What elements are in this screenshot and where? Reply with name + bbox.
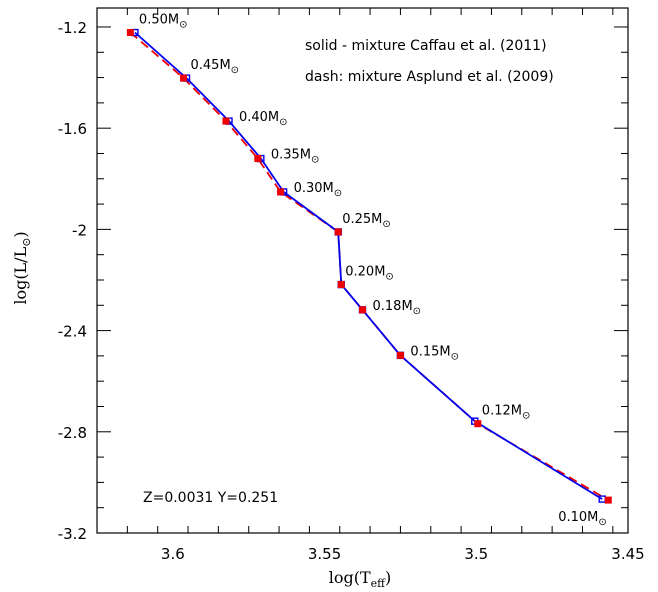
y-tick-label: -1.6 [58, 120, 87, 138]
mass-label-sun-symbol: ⊙ [522, 411, 530, 422]
mass-label: 0.12M⊙ [482, 404, 531, 422]
mass-label-value: 0.20M [345, 265, 385, 280]
y-tick-label: -2.8 [58, 424, 87, 442]
mass-label-sun-symbol: ⊙ [385, 272, 393, 283]
y-tick-label: -2.4 [58, 323, 87, 341]
mass-label-sun-symbol: ⊙ [311, 155, 319, 166]
series-layer [126, 28, 612, 504]
mass-label-value: 0.12M [482, 404, 522, 419]
mass-label-value: 0.45M [191, 58, 231, 73]
plot-frame [96, 7, 629, 534]
mass-label: 0.20M⊙ [345, 265, 394, 283]
x-tick-label: 3.6 [161, 545, 185, 563]
dashed-series-point [126, 29, 134, 37]
dashed-series-point [334, 228, 342, 236]
mass-label: 0.35M⊙ [271, 148, 320, 166]
mass-label-sun-symbol: ⊙ [451, 351, 459, 362]
mass-label-value: 0.40M [239, 110, 279, 125]
tick-labels: 3.6 3.55 3.5 3.45 -1.2 -1.6 -2 -2.4 -2.8 -3.2 [58, 19, 645, 563]
y-axis-title: log(L/L⊙) [11, 231, 33, 304]
dashed-series-point [359, 306, 366, 314]
axis-ticks [96, 8, 628, 534]
mass-label-sun-symbol: ⊙ [598, 517, 606, 528]
x-tick-label: 3.55 [308, 545, 341, 563]
dashed-series-point [604, 496, 612, 504]
x-tick-label: 3.5 [464, 545, 488, 563]
y-tick-label: -1.2 [58, 19, 87, 37]
dashed-series-point [396, 351, 404, 359]
mass-label-value: 0.35M [271, 148, 311, 163]
mass-label-sun-symbol: ⊙ [334, 188, 342, 199]
mass-label-value: 0.30M [294, 181, 334, 196]
mass-label-value: 0.10M [558, 510, 598, 525]
y-tick-label: -2 [72, 221, 87, 239]
dashed-series-point [337, 281, 345, 289]
legend-solid-entry: solid - mixture Caffau et al. (2011) [305, 38, 547, 54]
mass-label: 0.45M⊙ [191, 58, 240, 76]
y-axis-title-end: ) [11, 231, 30, 237]
mass-label: 0.30M⊙ [294, 181, 343, 199]
mass-label-value: 0.18M [373, 299, 413, 314]
y-tick-label: -3.2 [58, 525, 87, 543]
x-axis-title-end: ) [385, 568, 391, 587]
mass-label: 0.18M⊙ [373, 299, 422, 317]
mass-label-value: 0.25M [342, 212, 382, 227]
mass-label: 0.40M⊙ [239, 110, 288, 128]
mass-label-value: 0.50M [139, 13, 179, 28]
y-axis-title-sun: ⊙ [20, 238, 33, 247]
dashed-series-point [254, 155, 262, 163]
dashed-series-point [222, 117, 230, 125]
x-tick-label: 3.45 [611, 545, 644, 563]
mass-label-value: 0.15M [410, 344, 450, 359]
mass-label: 0.25M⊙ [342, 212, 391, 230]
mass-label: 0.10M⊙ [558, 510, 607, 528]
mass-label: 0.50M⊙ [139, 13, 188, 31]
x-axis-title: log(Teff) [329, 568, 391, 590]
mass-label-sun-symbol: ⊙ [279, 117, 287, 128]
x-axis-title-main: log(T [329, 568, 371, 587]
dashed-series-point [277, 188, 285, 196]
x-axis-title-sub: eff [371, 577, 387, 590]
mass-label-sun-symbol: ⊙ [413, 306, 421, 317]
mass-label-sun-symbol: ⊙ [231, 65, 239, 76]
legend-dash-entry: dash: mixture Asplund et al. (2009) [305, 69, 554, 85]
mass-label: 0.15M⊙ [410, 344, 459, 362]
plot-axes [96, 7, 629, 534]
mass-label-sun-symbol: ⊙ [179, 20, 187, 31]
composition-annotation: Z=0.0031 Y=0.251 [143, 490, 278, 506]
mass-labels: 0.50M⊙0.45M⊙0.40M⊙0.35M⊙0.30M⊙0.25M⊙0.20… [139, 13, 607, 529]
dashed-series-point [179, 74, 187, 82]
y-axis-title-main: log(L/L [11, 246, 30, 304]
dashed-series-point [474, 420, 482, 428]
mass-label-sun-symbol: ⊙ [382, 219, 390, 230]
